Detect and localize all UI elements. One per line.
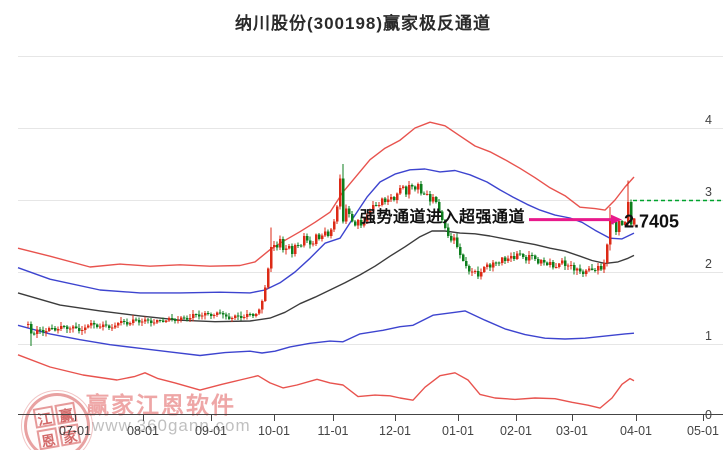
svg-text:2: 2 bbox=[705, 257, 712, 271]
svg-text:10-01: 10-01 bbox=[258, 424, 290, 438]
svg-text:09-01: 09-01 bbox=[195, 424, 227, 438]
svg-text:02-01: 02-01 bbox=[500, 424, 532, 438]
svg-text:07-01: 07-01 bbox=[59, 424, 91, 438]
channel-line-outer-bottom bbox=[17, 354, 635, 409]
svg-text:11-01: 11-01 bbox=[317, 424, 348, 438]
svg-text:03-01: 03-01 bbox=[556, 424, 588, 438]
svg-text:01-01: 01-01 bbox=[442, 424, 474, 438]
y-axis-labels: 4 3 2 1 0 bbox=[705, 113, 712, 422]
watermark-brand: 赢家江恩软件 bbox=[86, 392, 236, 418]
page-title: 纳川股份(300198)赢家极反通道 bbox=[234, 14, 492, 33]
svg-text:08-01: 08-01 bbox=[127, 424, 159, 438]
svg-text:05-01: 05-01 bbox=[687, 424, 719, 438]
candles-layer bbox=[27, 164, 636, 347]
svg-text:0: 0 bbox=[705, 408, 712, 422]
svg-text:3: 3 bbox=[705, 185, 712, 199]
grid-lines bbox=[18, 56, 723, 415]
channel-line-outer-top bbox=[17, 121, 635, 268]
svg-text:4: 4 bbox=[705, 113, 712, 127]
annotation-text: 强势通道进入超强通道 bbox=[360, 207, 525, 226]
watermark-url: www.360gann.com bbox=[92, 416, 251, 435]
channel-annotation: 强势通道进入超强通道 2.7405 bbox=[360, 207, 679, 232]
svg-text:12-01: 12-01 bbox=[379, 424, 411, 438]
channel-line-inner-top bbox=[17, 168, 635, 294]
channel-line-inner-bottom bbox=[17, 310, 635, 357]
svg-text:1: 1 bbox=[705, 329, 712, 343]
channel-line-mid-line bbox=[17, 230, 635, 323]
svg-text:04-01: 04-01 bbox=[620, 424, 652, 438]
last-price-label: 2.7405 bbox=[624, 212, 679, 232]
x-axis: 07-01 08-01 09-01 10-01 11-01 12-01 01-01 02-01… bbox=[59, 414, 719, 438]
